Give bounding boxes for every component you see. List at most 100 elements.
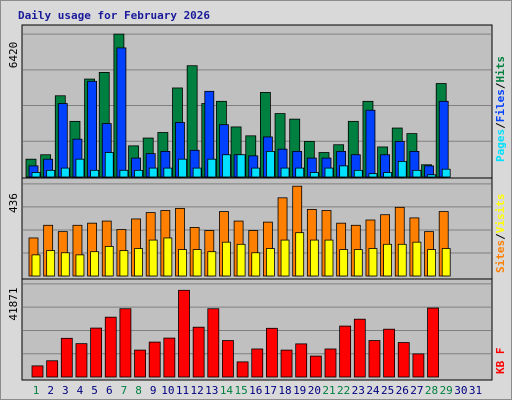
bar-pages-files-hits-pages-10	[163, 167, 173, 178]
bar-sites-visits-visits-23	[353, 249, 363, 277]
bar-sites-visits-visits-13	[207, 251, 217, 277]
day-label-18: 18	[278, 384, 291, 397]
ymax-label-pages-files-hits: 6420	[7, 42, 20, 69]
bar-kbytes-kb-f-16	[251, 348, 264, 378]
bar-pages-files-hits-pages-7	[119, 169, 129, 178]
day-label-11: 11	[176, 384, 189, 397]
bar-kbytes-kb-f-15	[236, 361, 249, 378]
bar-pages-files-hits-pages-23	[353, 169, 363, 178]
legend-item: /	[494, 233, 507, 240]
bar-pages-files-hits-pages-29	[441, 168, 451, 178]
bar-kbytes-kb-f-8	[134, 349, 146, 378]
bar-pages-files-hits-pages-24	[368, 173, 378, 178]
bar-sites-visits-visits-4	[75, 254, 85, 277]
day-label-3: 3	[62, 384, 69, 397]
bar-pages-files-hits-files-29	[438, 100, 449, 178]
bar-kbytes-kb-f-11	[178, 289, 190, 378]
day-label-6: 6	[106, 384, 113, 397]
bar-sites-visits-visits-10	[163, 237, 173, 277]
bar-kbytes-kb-f-17	[265, 327, 278, 378]
bar-sites-visits-visits-29	[441, 248, 451, 277]
bar-sites-visits-visits-28	[427, 249, 436, 277]
bar-sites-visits-visits-7	[119, 250, 129, 277]
day-label-29: 29	[440, 384, 453, 397]
bar-kbytes-kb-f-10	[163, 337, 176, 378]
day-label-26: 26	[396, 384, 409, 397]
ymax-label-kbytes: 41871	[7, 287, 20, 320]
day-label-5: 5	[91, 384, 98, 397]
bar-pages-files-hits-pages-4	[75, 158, 85, 178]
legend-item: Visits	[494, 194, 507, 234]
legend-sites-visits: Sites/Visits	[494, 194, 507, 274]
bar-kbytes-kb-f-22	[339, 325, 352, 378]
bar-kbytes-kb-f-20	[309, 355, 322, 378]
day-label-25: 25	[381, 384, 394, 397]
bar-sites-visits-visits-8	[134, 248, 143, 277]
bar-pages-files-hits-pages-17	[265, 151, 275, 178]
bar-sites-visits-visits-27	[412, 241, 422, 277]
bar-kbytes-kb-f-28	[427, 307, 439, 378]
bar-sites-visits-visits-11	[178, 249, 187, 277]
bar-sites-visits-visits-15	[236, 243, 246, 277]
bar-sites-visits-visits-2	[46, 250, 56, 277]
day-label-17: 17	[264, 384, 277, 397]
bar-kbytes-kb-f-21	[324, 348, 337, 378]
bar-pages-files-hits-pages-13	[207, 158, 217, 178]
bar-kbytes-kb-f-24	[368, 340, 381, 378]
day-label-4: 4	[77, 384, 84, 397]
day-label-28: 28	[425, 384, 438, 397]
bar-pages-files-hits-pages-15	[236, 154, 246, 178]
bar-kbytes-kb-f-26	[397, 342, 410, 378]
bar-pages-files-hits-pages-6	[104, 152, 114, 178]
day-label-12: 12	[191, 384, 204, 397]
day-label-19: 19	[293, 384, 306, 397]
bar-pages-files-hits-pages-9	[148, 167, 158, 178]
day-label-21: 21	[322, 384, 335, 397]
bar-kbytes-kb-f-14	[222, 340, 234, 378]
day-label-2: 2	[47, 384, 54, 397]
day-label-24: 24	[366, 384, 380, 397]
bar-kbytes-kb-f-23	[353, 318, 366, 378]
day-label-8: 8	[135, 384, 142, 397]
bar-pages-files-hits-pages-28	[427, 174, 436, 178]
day-label-15: 15	[234, 384, 247, 397]
bar-sites-visits-visits-19	[295, 232, 305, 277]
day-label-9: 9	[150, 384, 157, 397]
bar-kbytes-kb-f-4	[75, 343, 88, 378]
bar-pages-files-hits-pages-5	[90, 169, 99, 178]
day-label-14: 14	[220, 384, 234, 397]
day-label-30: 30	[454, 384, 467, 397]
bar-pages-files-hits-files-5	[87, 80, 97, 178]
legend-kbytes: KB F	[494, 348, 507, 375]
bar-pages-files-hits-pages-8	[134, 169, 143, 178]
bar-sites-visits-visits-9	[148, 239, 158, 277]
bar-kbytes-kb-f-3	[60, 337, 73, 378]
bar-sites-visits-visits-3	[60, 252, 70, 277]
bar-sites-visits-visits-26	[397, 243, 407, 277]
bar-pages-files-hits-pages-22	[339, 165, 349, 178]
legend-item: Hits	[494, 56, 507, 83]
day-label-10: 10	[161, 384, 174, 397]
day-label-22: 22	[337, 384, 350, 397]
day-label-13: 13	[205, 384, 218, 397]
day-label-7: 7	[121, 384, 128, 397]
bar-kbytes-kb-f-1	[31, 365, 44, 378]
bar-pages-files-hits-files-7	[116, 47, 127, 178]
bar-pages-files-hits-pages-1	[31, 172, 41, 178]
bar-kbytes-kb-f-18	[280, 349, 293, 378]
bar-sites-visits-visits-6	[104, 246, 114, 277]
bar-pages-files-hits-pages-18	[280, 167, 290, 178]
bar-pages-files-hits-pages-19	[295, 167, 305, 178]
ymax-label-sites-visits: 436	[7, 193, 20, 213]
bar-kbytes-kb-f-13	[207, 308, 220, 378]
bar-pages-files-hits-pages-20	[309, 172, 319, 178]
bar-pages-files-hits-files-3	[57, 103, 68, 178]
bar-kbytes-kb-f-12	[192, 326, 205, 378]
bar-pages-files-hits-pages-14	[222, 154, 231, 178]
legend-item: Pages	[494, 129, 507, 162]
bar-sites-visits-visits-1	[31, 254, 41, 277]
bar-pages-files-hits-pages-26	[397, 161, 407, 178]
bar-sites-visits-visits-18	[280, 239, 290, 277]
